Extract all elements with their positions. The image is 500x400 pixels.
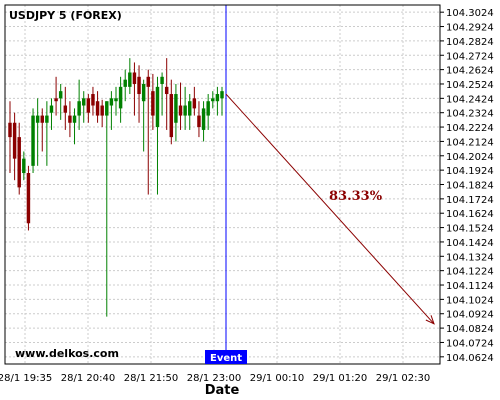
prediction-percent: 83.33%	[329, 189, 383, 204]
y-tick-label: 104.2524	[446, 80, 494, 91]
candle-body	[146, 76, 150, 87]
y-tick-label: 104.1124	[446, 281, 494, 292]
y-tick-label: 104.0924	[446, 310, 494, 321]
candle-body	[17, 137, 21, 188]
event-label: Event	[210, 353, 242, 364]
y-tick-label: 104.2024	[446, 152, 494, 163]
candle-body	[137, 76, 141, 95]
watermark-text: www.delkos.com	[15, 347, 119, 360]
x-axis-label: Date	[205, 383, 240, 398]
event-badge	[205, 350, 247, 364]
candle-body	[58, 91, 63, 99]
candle-body	[128, 72, 132, 87]
y-tick-label: 104.1624	[446, 209, 494, 220]
candle-body	[197, 115, 201, 128]
y-tick-label: 104.1824	[446, 181, 494, 192]
candle-body	[192, 98, 197, 109]
candle-body	[82, 98, 86, 106]
y-tick-label: 104.2624	[446, 66, 494, 77]
y-tick-label: 104.0824	[446, 324, 494, 335]
candle-body	[151, 91, 155, 116]
candle-body	[132, 72, 137, 84]
y-tick-label: 104.1424	[446, 238, 494, 249]
candle-body	[206, 101, 210, 116]
x-axis-ticks: 28/1 19:35 28/1 20:40 28/1 21:50 28/1 23:00…	[0, 373, 430, 384]
y-tick-label: 104.2724	[446, 51, 494, 62]
candle-body	[123, 79, 127, 87]
y-tick-label: 104.2124	[446, 137, 494, 148]
candle-body	[40, 115, 44, 123]
candle-body	[95, 101, 100, 116]
y-tick-label: 104.1324	[446, 252, 494, 263]
candle-body	[49, 105, 54, 113]
y-tick-label: 104.2324	[446, 109, 494, 120]
candle-body	[114, 98, 118, 102]
candle-body	[141, 83, 146, 102]
candle-body	[164, 86, 169, 95]
candle-body	[68, 115, 72, 123]
candle-body	[72, 115, 77, 123]
candle-body	[211, 98, 215, 102]
x-tick-label: 29/1 00:10	[250, 373, 304, 384]
candle-body	[105, 101, 109, 116]
candle-body	[215, 94, 220, 102]
y-tick-label: 104.1524	[446, 224, 494, 235]
prediction-arrowhead	[425, 315, 435, 325]
prediction-line	[225, 93, 435, 325]
candle-body	[45, 115, 49, 123]
y-tick-label: 104.2424	[446, 94, 494, 105]
candle-body	[169, 94, 174, 138]
candle-body	[54, 98, 58, 102]
y-tick-label: 104.3024	[446, 8, 494, 19]
candle-body	[174, 94, 178, 123]
x-tick-label: 28/1 23:00	[187, 373, 241, 384]
candle-body	[12, 122, 17, 159]
x-tick-label: 29/1 01:20	[313, 373, 367, 384]
y-axis-ticks: 104.3024 104.2924 104.2824 104.2724 104.2624…	[440, 8, 494, 364]
candle-body	[220, 91, 224, 99]
candle-body	[8, 122, 12, 138]
candle-body	[188, 101, 192, 116]
candle-body	[77, 101, 81, 116]
candle-body	[22, 158, 26, 174]
y-tick-label: 104.1924	[446, 166, 494, 177]
x-tick-label: 28/1 20:40	[61, 373, 115, 384]
y-tick-label: 104.1024	[446, 295, 494, 306]
candle-body	[118, 86, 123, 109]
y-tick-label: 104.2924	[446, 23, 494, 34]
prediction-arrow	[225, 93, 435, 325]
candle-body	[35, 115, 40, 123]
y-tick-label: 104.2824	[446, 37, 494, 48]
candle-body	[86, 98, 91, 113]
candle-body	[31, 115, 35, 166]
candle-body	[100, 105, 104, 116]
y-tick-label: 104.1724	[446, 195, 494, 206]
candle-body	[26, 173, 31, 224]
x-tick-label: 28/1 21:50	[124, 373, 178, 384]
candle-body	[155, 86, 160, 128]
y-tick-label: 104.0724	[446, 338, 494, 349]
candle-body	[160, 76, 164, 84]
candle-body	[109, 98, 114, 106]
candle-body	[178, 105, 183, 116]
x-tick-label: 29/1 02:30	[376, 373, 430, 384]
candles	[8, 58, 224, 317]
y-tick-label: 104.2224	[446, 123, 494, 134]
chart-title: USDJPY 5 (FOREX)	[9, 9, 122, 22]
x-tick-label: 28/1 19:35	[0, 373, 52, 384]
candle-body	[91, 94, 95, 106]
candle-body	[63, 105, 68, 113]
candle-body	[201, 108, 206, 130]
y-tick-label: 104.0624	[446, 353, 494, 364]
candle-body	[183, 105, 187, 116]
y-tick-label: 104.1224	[446, 267, 494, 278]
